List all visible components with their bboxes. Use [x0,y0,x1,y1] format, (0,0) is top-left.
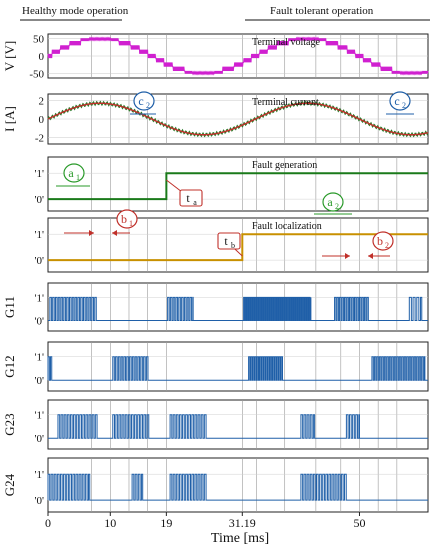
y-tick-label: 2 [39,95,45,107]
series-g12 [47,356,428,381]
panel-frame [47,156,429,212]
x-axis: 0 10 19 31.19 50 [45,512,365,530]
y-tick-label: '0' [35,495,44,507]
arrow-head [89,230,94,236]
svg-text:t: t [186,191,190,205]
panel-g12: '1' '0' G12 [2,341,429,392]
series-g23 [48,414,428,439]
panel-fault_gen: '1' '0' Fault generation [35,156,429,212]
y-tick-label: '1' [35,292,44,304]
svg-text:2: 2 [335,202,339,211]
panel-title: Fault localization [252,221,322,232]
panel-frame [47,399,429,450]
series-fault_gen [48,172,428,201]
panel-frame [47,341,429,392]
y-tick-label: '0' [35,255,44,267]
y-tick-label: -2 [35,133,44,145]
x-tick-label: 19 [160,516,172,530]
header: Healthy mode operation Fault tolerant op… [20,5,430,21]
svg-text:a: a [68,166,74,180]
svg-text:a: a [193,198,197,207]
panel-voltage: 50 0 -50 Terminal voltage V [V] [2,33,429,81]
svg-text:2: 2 [385,241,389,250]
header-left-label: Healthy mode operation [22,5,129,17]
panel-current: 2 0 -2 Terminal current I [A] [2,93,429,145]
y-axis-label: G11 [2,296,17,318]
y-axis-label: G24 [2,473,17,496]
arrow-head [112,230,117,236]
y-tick-label: 0 [39,51,45,63]
x-tick-label: 31.19 [229,516,256,530]
panel-title: Terminal voltage [252,37,320,48]
series-g11 [48,296,428,321]
y-tick-label: -50 [29,69,44,81]
panel-g11: '1' '0' G11 [2,282,429,332]
y-tick-label: '1' [35,469,44,481]
y-tick-label: '0' [35,194,44,206]
arrow-head [368,253,373,259]
svg-text:t: t [224,234,228,248]
y-tick-label: '0' [35,315,44,327]
svg-text:1: 1 [76,173,80,182]
y-tick-label: '0' [35,433,44,445]
svg-text:a: a [327,195,333,209]
svg-text:c: c [138,94,143,108]
y-tick-label: 0 [39,114,45,126]
svg-text:1: 1 [129,219,133,228]
x-tick-label: 50 [353,516,365,530]
header-right-label: Fault tolerant operation [270,5,374,17]
arrow-head [345,253,350,259]
y-tick-label: '0' [35,375,44,387]
y-tick-label: '1' [35,168,44,180]
series-fault_loc [48,233,428,262]
panel-g24: '1' '0' G24 [2,457,429,513]
panel-g23: '1' '0' G23 [2,399,429,450]
svg-text:b: b [231,241,235,250]
panel-title: Terminal current [252,97,319,108]
x-axis-label: Time [ms] [211,531,269,546]
y-tick-label: '1' [35,229,44,241]
y-tick-label: '1' [35,410,44,422]
series-terminal-voltage [47,36,429,76]
svg-text:2: 2 [402,101,406,110]
panel-title: Fault generation [252,160,317,171]
series-g24 [47,473,428,501]
y-tick-label: '1' [35,352,44,364]
svg-text:2: 2 [146,101,150,110]
y-axis-label: G12 [2,355,17,377]
y-axis-label: G23 [2,413,17,435]
x-tick-label: 10 [104,516,116,530]
svg-text:c: c [394,94,399,108]
y-axis-label: I [A] [2,106,17,132]
panels: 50 0 -50 Terminal voltage V [V] 2 0 -2 Terminal … [2,33,429,513]
svg-text:b: b [121,212,127,226]
annotations: c 2 c 2a 1a 2b 1b 2t at b [56,91,414,259]
y-axis-label: V [V] [2,41,17,71]
x-tick-label: 0 [45,516,51,530]
panel-frame [47,457,429,513]
series-terminal-current [47,102,429,136]
panel-frame [47,282,429,332]
svg-text:b: b [377,234,383,248]
y-tick-label: 50 [33,33,45,45]
